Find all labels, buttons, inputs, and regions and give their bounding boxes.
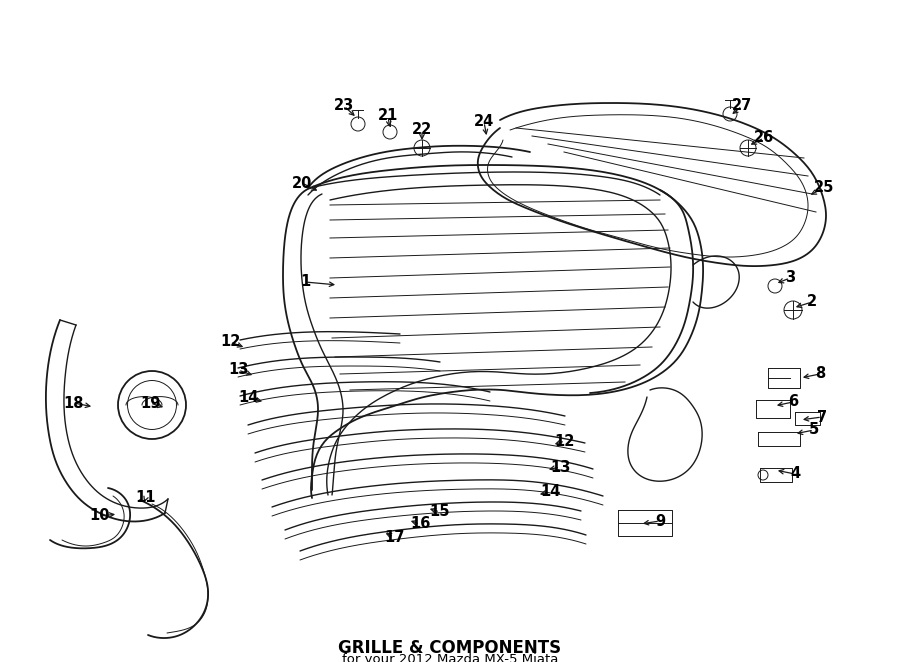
Text: 21: 21 (378, 109, 398, 124)
Text: 11: 11 (136, 489, 157, 504)
Text: 14: 14 (238, 391, 258, 406)
Text: 13: 13 (550, 459, 571, 475)
Text: 26: 26 (754, 130, 774, 146)
Text: 4: 4 (790, 467, 800, 481)
Text: 16: 16 (410, 516, 430, 532)
Text: GRILLE & COMPONENTS: GRILLE & COMPONENTS (338, 639, 562, 657)
Text: 10: 10 (90, 508, 110, 524)
Text: 15: 15 (430, 504, 450, 520)
Text: 13: 13 (228, 363, 248, 377)
Text: 1: 1 (300, 275, 310, 289)
Text: 19: 19 (140, 395, 160, 410)
Text: 12: 12 (220, 334, 240, 350)
Text: 27: 27 (732, 99, 752, 113)
Text: 2: 2 (807, 295, 817, 310)
Text: 12: 12 (554, 434, 575, 448)
Text: 5: 5 (809, 422, 819, 438)
Text: 20: 20 (292, 175, 312, 191)
Text: 9: 9 (655, 514, 665, 528)
Text: 18: 18 (64, 395, 85, 410)
Text: 7: 7 (817, 410, 827, 424)
Text: 24: 24 (474, 115, 494, 130)
Text: 3: 3 (785, 271, 795, 285)
Text: 14: 14 (540, 485, 560, 500)
Text: for your 2012 Mazda MX-5 Miata: for your 2012 Mazda MX-5 Miata (342, 653, 558, 662)
Text: 8: 8 (814, 367, 825, 381)
Text: 25: 25 (814, 181, 834, 195)
Text: 6: 6 (788, 395, 798, 410)
Text: 17: 17 (383, 530, 404, 545)
Text: 22: 22 (412, 122, 432, 138)
Text: 23: 23 (334, 99, 354, 113)
